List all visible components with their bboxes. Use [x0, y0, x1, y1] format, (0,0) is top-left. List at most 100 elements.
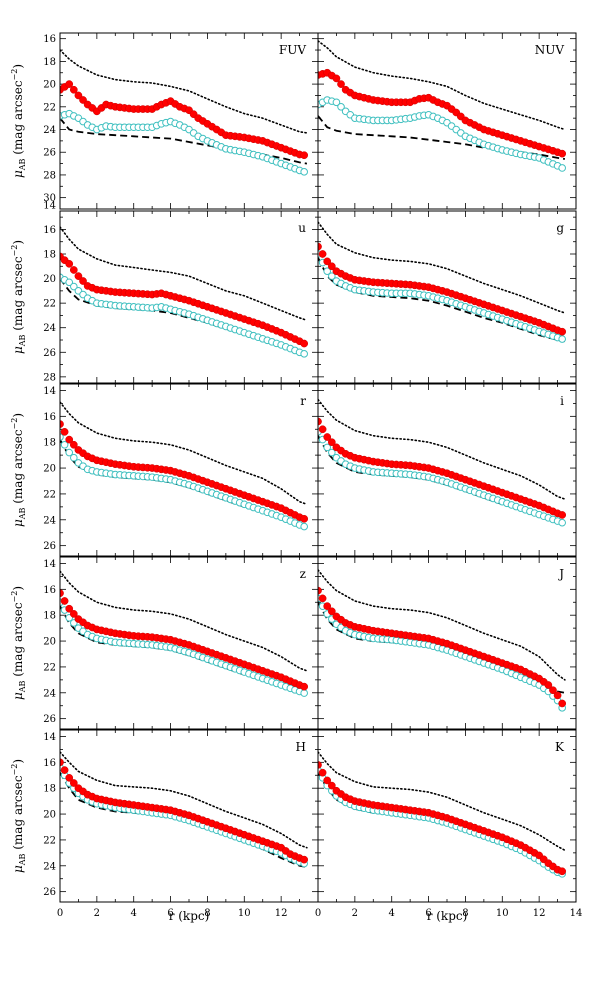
- y-tick-label: 28: [43, 170, 56, 181]
- dotted-line: [60, 49, 308, 134]
- y-tick-label: 20: [43, 80, 56, 91]
- y-axis-label-symbol: μ: [11, 865, 25, 873]
- filled-point: [65, 773, 74, 782]
- band-label-i: i: [560, 394, 564, 408]
- y-tick-label: 14: [43, 386, 56, 397]
- y-tick-label: 24: [43, 323, 56, 334]
- open-point: [70, 453, 78, 462]
- y-tick-label: 20: [43, 274, 56, 285]
- y-tick-label: 20: [43, 810, 56, 821]
- open-point: [332, 98, 341, 107]
- filled-point: [558, 699, 567, 708]
- y-axis-label-close: ): [11, 759, 25, 764]
- y-axis-label-unit: (mag arcsec: [11, 429, 25, 507]
- y-ticks-H: [60, 736, 318, 893]
- filled-point: [323, 602, 332, 610]
- y-tick-label: 16: [43, 34, 56, 45]
- dotted-line: [318, 221, 566, 314]
- panel-frame: [317, 32, 577, 210]
- x-tick-label: 8: [204, 908, 210, 919]
- y-axis-label-unit: (mag arcsec: [11, 80, 25, 158]
- plot-area-u: [60, 226, 309, 358]
- y-tick-label: 14: [43, 200, 56, 211]
- filled-point: [544, 681, 553, 689]
- plot-area-H: [60, 751, 309, 868]
- y-tick-label: 18: [43, 438, 56, 449]
- filled-point: [318, 242, 322, 251]
- filled-point: [318, 250, 327, 258]
- filled-point: [65, 259, 74, 268]
- filled-point: [65, 80, 74, 88]
- filled-point: [558, 327, 567, 336]
- x-tick-label: 6: [167, 908, 173, 919]
- band-label-H: H: [296, 740, 306, 754]
- y-axis-label-symbol: μ: [11, 346, 25, 354]
- y-axis-label-close: ): [11, 586, 25, 591]
- plot-area-r: [60, 401, 309, 531]
- band-label-r: r: [300, 394, 306, 408]
- y-tick-label: 26: [43, 714, 56, 725]
- filled-point: [74, 272, 83, 280]
- filled-point: [558, 149, 567, 158]
- y-tick-label: 26: [43, 541, 56, 552]
- filled-point: [323, 776, 332, 785]
- panel-K: K 0 2 4 6 8 10 12 14: [315, 729, 582, 919]
- y-tick-label: 18: [43, 611, 56, 622]
- panel-z: 14 16 18 20 22 24 26 z μAB (mag arcsec−2): [10, 556, 319, 730]
- panel-frame: [317, 210, 577, 384]
- y-axis-label-sub: AB: [18, 853, 27, 866]
- y-tick-label: 30: [43, 193, 56, 204]
- y-tick-label: 16: [43, 412, 56, 423]
- y-tick-label: 26: [43, 348, 56, 359]
- band-label-FUV: FUV: [279, 43, 306, 57]
- panel-frame: [317, 556, 577, 730]
- panel-g: g: [317, 210, 577, 384]
- y-axis-label: μAB (mag arcsec−2): [10, 759, 27, 873]
- y-axis-label-symbol: μ: [11, 692, 25, 700]
- x-tick-label: 0: [315, 908, 321, 919]
- filled-point: [79, 96, 87, 104]
- filled-point: [558, 511, 567, 519]
- y-tick-label: 22: [43, 102, 56, 113]
- filled-point: [65, 435, 74, 444]
- y-tick-label: 20: [43, 637, 56, 648]
- panel-FUV: 16 18 20 22 24 26 28 30 FUV μAB (mag arcsec−2): [10, 32, 319, 210]
- y-tick-label: 24: [43, 125, 56, 136]
- x-axis-label-left: r (kpc): [169, 909, 210, 923]
- band-label-NUV: NUV: [535, 43, 565, 57]
- open-point: [337, 103, 345, 111]
- plot-area-FUV: [60, 49, 309, 176]
- plot-area-NUV: [318, 40, 567, 172]
- y-ticks-K: [318, 736, 576, 893]
- y-axis-label-unit: (mag arcsec: [11, 602, 25, 680]
- y-axis-label-sup: −2: [10, 69, 19, 81]
- filled-point: [323, 433, 332, 441]
- y-tick-label: 20: [43, 464, 56, 475]
- filled-point: [300, 855, 309, 864]
- x-tick-label: 0: [57, 908, 63, 919]
- filled-point: [327, 607, 336, 616]
- open-point: [323, 443, 332, 452]
- y-axis-label-symbol: μ: [11, 170, 25, 178]
- band-label-z: z: [300, 567, 306, 581]
- filled-point: [300, 151, 309, 160]
- filled-point: [60, 427, 69, 436]
- y-tick-label: 22: [43, 489, 56, 500]
- y-axis-label: μAB (mag arcsec−2): [10, 240, 27, 354]
- y-tick-label: 16: [43, 225, 56, 236]
- open-point: [558, 164, 566, 172]
- y-axis-label-sub: AB: [18, 680, 27, 693]
- figure-labels: r (kpc) r (kpc): [169, 909, 468, 923]
- plot-area-g: [318, 221, 567, 343]
- y-axis-label: μAB (mag arcsec−2): [10, 413, 27, 527]
- panel-NUV: NUV: [317, 32, 577, 210]
- y-tick-label: 24: [43, 688, 56, 699]
- y-ticks-u: [60, 216, 318, 378]
- filled-point: [69, 610, 78, 618]
- dotted-line: [318, 569, 566, 681]
- filled-point: [69, 779, 78, 787]
- plot-area-z: [60, 570, 309, 697]
- y-axis-label-unit: (mag arcsec: [11, 256, 25, 334]
